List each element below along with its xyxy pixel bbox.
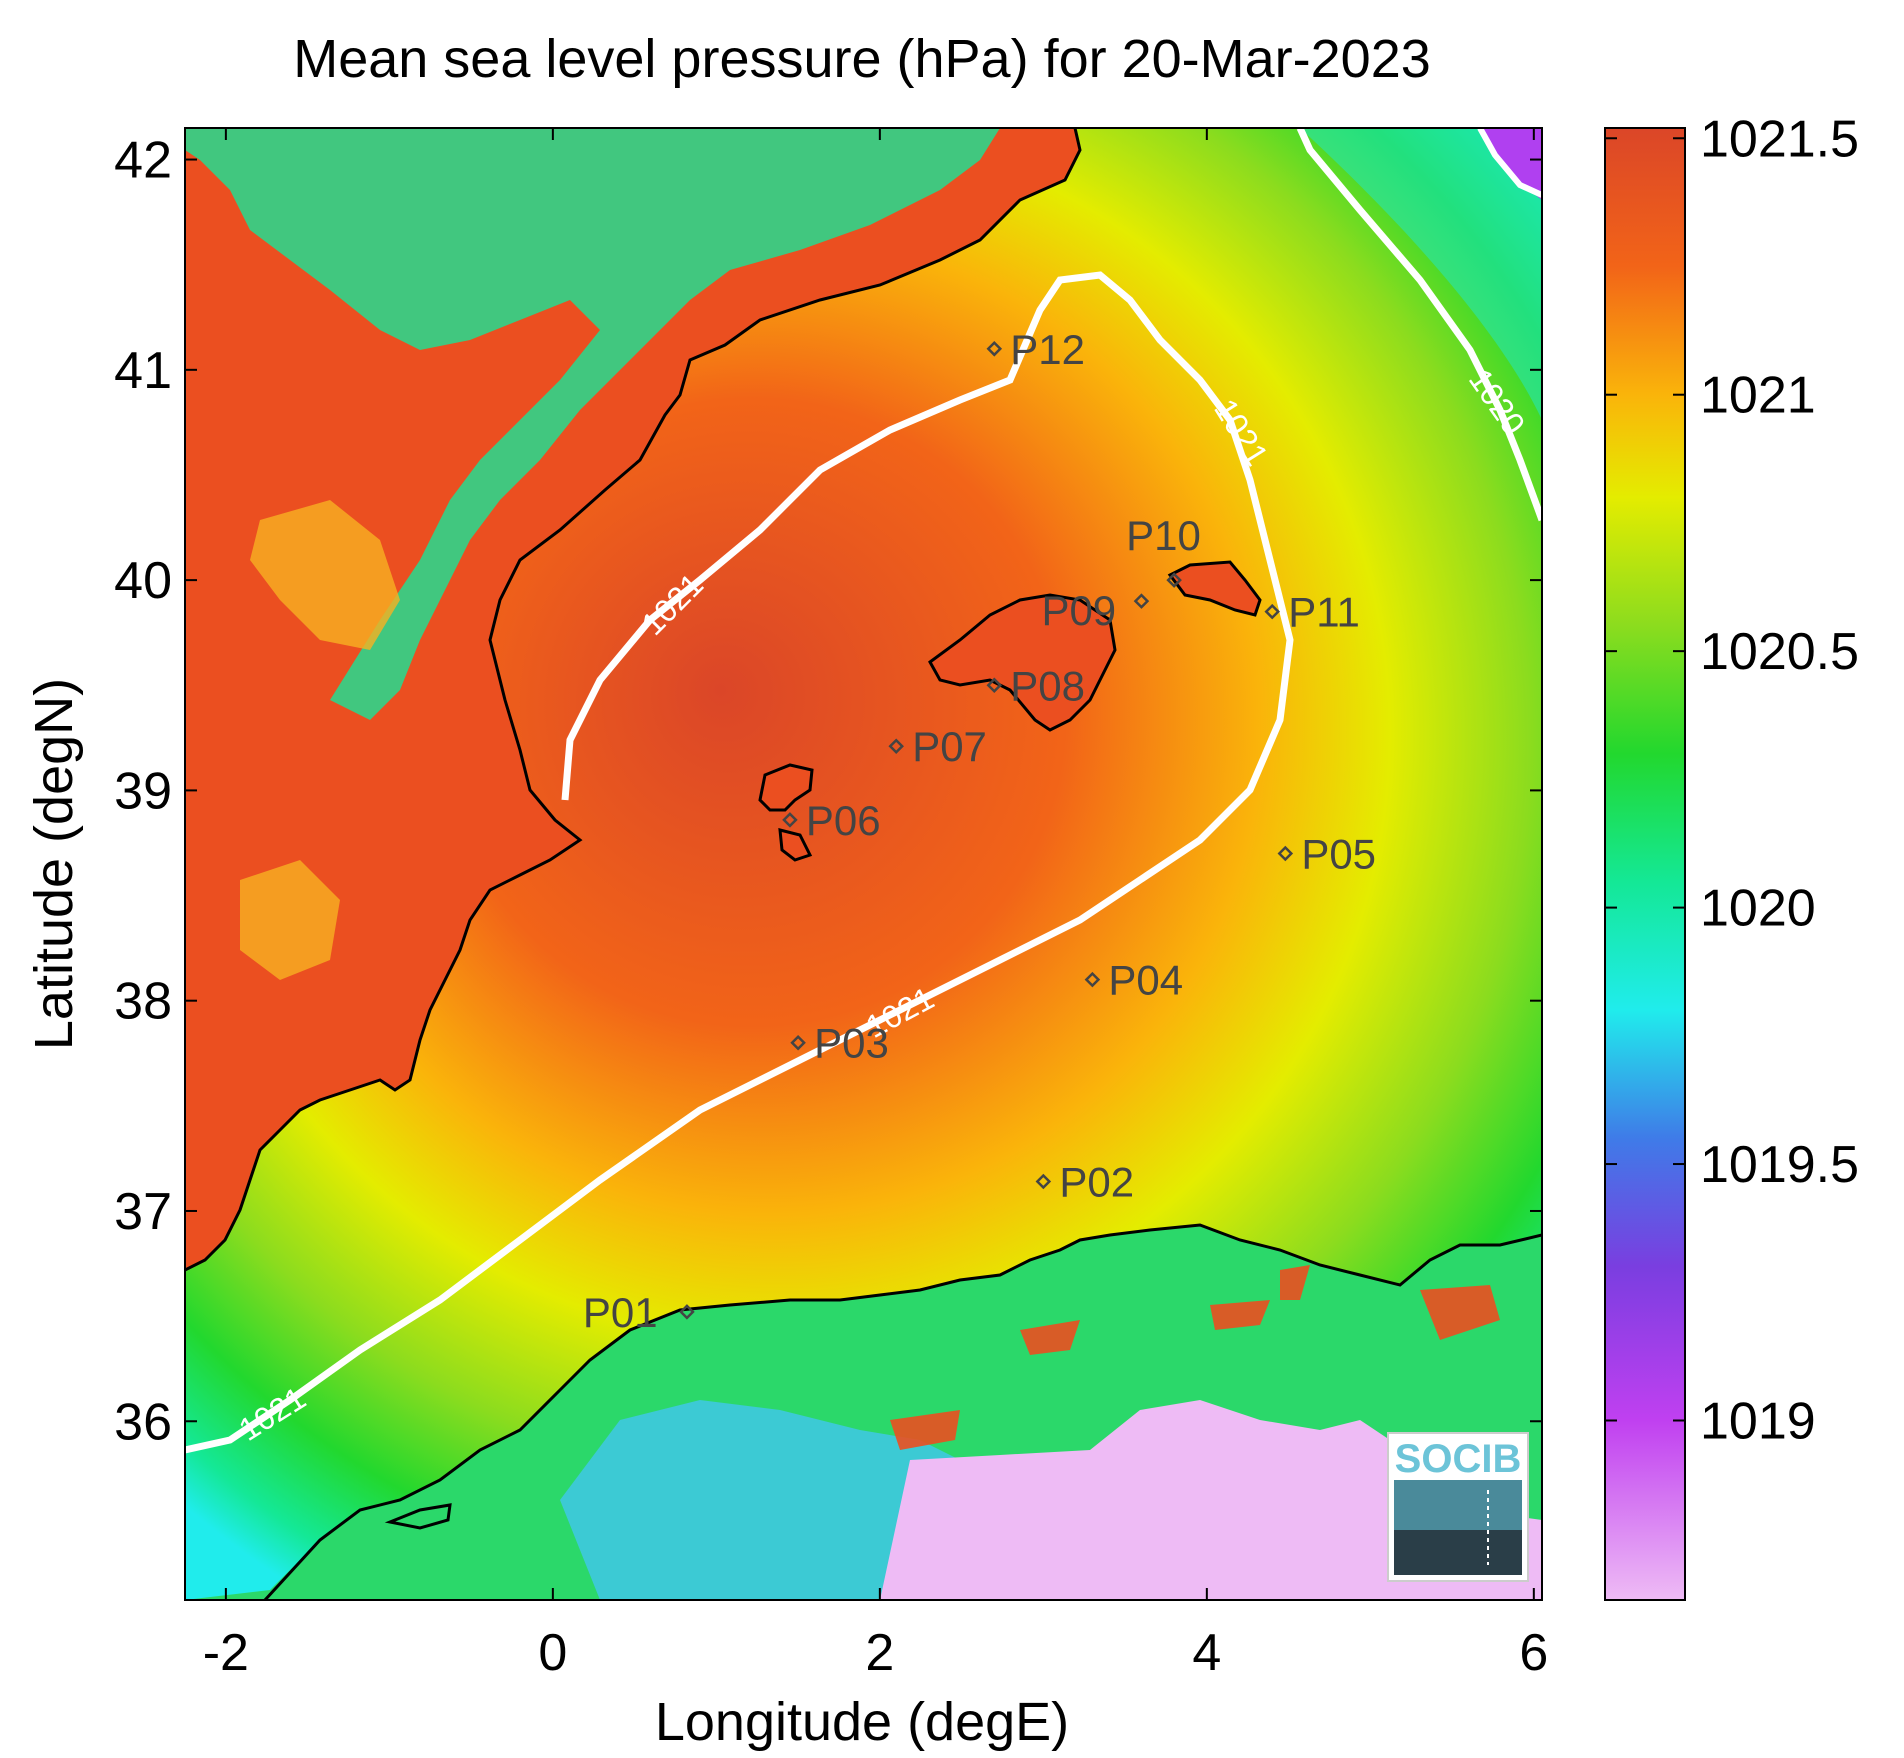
chart-title: Mean sea level pressure (hPa) for 20-Mar… bbox=[293, 29, 1431, 89]
station-label-p07: P07 bbox=[912, 723, 987, 770]
colorbar-tick-label: 1019.5 bbox=[1700, 1136, 1859, 1194]
plot-frame bbox=[184, 127, 1543, 1601]
station-marker-p10 bbox=[1166, 572, 1182, 588]
menorca-island bbox=[1167, 560, 1262, 617]
contour-1019 bbox=[1477, 128, 1542, 198]
formentera-island bbox=[778, 828, 813, 862]
station-label-p04: P04 bbox=[1108, 957, 1183, 1004]
africa-coastline bbox=[263, 1223, 1542, 1600]
socib-logo-text: SOCIB bbox=[1395, 1437, 1522, 1481]
socib-logo: SOCIB bbox=[1387, 1432, 1529, 1582]
station-marker-p04 bbox=[1084, 971, 1101, 988]
x-axis: -2 0 2 4 6 bbox=[203, 128, 1548, 1682]
colorbar-tick-label: 1020.5 bbox=[1700, 623, 1859, 681]
y-tick-label: 40 bbox=[114, 552, 172, 610]
y-tick-label: 39 bbox=[114, 762, 172, 820]
station-marker-p07 bbox=[888, 738, 904, 755]
africa-interior-cyan bbox=[560, 1400, 960, 1600]
station-label-p06: P06 bbox=[806, 797, 881, 844]
station-marker-p11 bbox=[1264, 603, 1280, 620]
station-marker-p08 bbox=[986, 677, 1003, 694]
iberia-highlands-yellow bbox=[240, 500, 400, 980]
low-pressure-core-ne bbox=[1480, 128, 1542, 200]
alboran-island bbox=[384, 1503, 452, 1530]
y-tick-label: 37 bbox=[114, 1183, 172, 1241]
colorbar-ticks: 1019 1019.5 1020 1020.5 1021 1021.5 bbox=[1605, 110, 1859, 1450]
colorbar-ramp bbox=[1604, 127, 1686, 1601]
x-tick-label: 6 bbox=[1519, 1624, 1548, 1682]
contour-1020 bbox=[1296, 128, 1542, 522]
africa-hot-spots bbox=[890, 1265, 1500, 1450]
station-label-p05: P05 bbox=[1301, 830, 1376, 877]
low-pressure-region-ne bbox=[1300, 128, 1542, 420]
station-marker-p01 bbox=[679, 1304, 695, 1320]
station-marker-p03 bbox=[790, 1034, 806, 1051]
x-tick-label: -2 bbox=[203, 1624, 249, 1682]
station-label-p03: P03 bbox=[814, 1020, 889, 1067]
iberia-land bbox=[185, 128, 1080, 1270]
x-tick-label: 2 bbox=[865, 1624, 894, 1682]
x-tick-label: 0 bbox=[538, 1624, 567, 1682]
station-label-p08: P08 bbox=[1010, 662, 1085, 709]
mallorca-island bbox=[928, 593, 1117, 732]
ibiza-island bbox=[758, 763, 814, 812]
y-tick-label: 38 bbox=[114, 973, 172, 1031]
station-label-p11: P11 bbox=[1288, 589, 1360, 636]
contour-1021 bbox=[185, 271, 1294, 1454]
station-label-p01: P01 bbox=[583, 1289, 658, 1336]
colorbar-tick-label: 1021 bbox=[1700, 367, 1816, 425]
station-label-p02: P02 bbox=[1059, 1159, 1134, 1206]
iberia-coastline bbox=[185, 128, 1082, 1272]
plot-area: 1021 1021 1021 1021 1020 P01P02P03P04P05… bbox=[185, 128, 1542, 1600]
station-marker-p05 bbox=[1277, 845, 1294, 862]
colorbar-tick-label: 1019 bbox=[1700, 1392, 1816, 1450]
station-label-p09: P09 bbox=[1041, 587, 1116, 634]
colorbar-tick-label: 1021.5 bbox=[1700, 110, 1859, 168]
colorbar-tick-label: 1020 bbox=[1700, 880, 1816, 938]
colorbar: 1019 1019.5 1020 1020.5 1021 1021.5 bbox=[1604, 110, 1859, 1601]
station-marker-p12 bbox=[986, 341, 1003, 357]
x-tick-label: 4 bbox=[1192, 1624, 1221, 1682]
y-tick-label: 41 bbox=[114, 342, 172, 400]
y-axis: 36 37 38 39 40 41 42 bbox=[114, 132, 1542, 1451]
station-marker-p06 bbox=[782, 812, 798, 828]
africa-low-pressure-interior bbox=[880, 1400, 1542, 1600]
station-label-p12: P12 bbox=[1010, 326, 1085, 373]
y-axis-label: Latitude (degN) bbox=[24, 678, 84, 1050]
y-tick-label: 36 bbox=[114, 1393, 172, 1451]
station-marker-p02 bbox=[1035, 1173, 1052, 1190]
x-axis-label: Longitude (degE) bbox=[655, 1692, 1069, 1752]
station-label-p10: P10 bbox=[1126, 512, 1201, 559]
station-marker-p09 bbox=[1133, 593, 1150, 609]
iberia-coastal-green bbox=[185, 128, 1000, 720]
y-tick-label: 42 bbox=[114, 132, 172, 190]
